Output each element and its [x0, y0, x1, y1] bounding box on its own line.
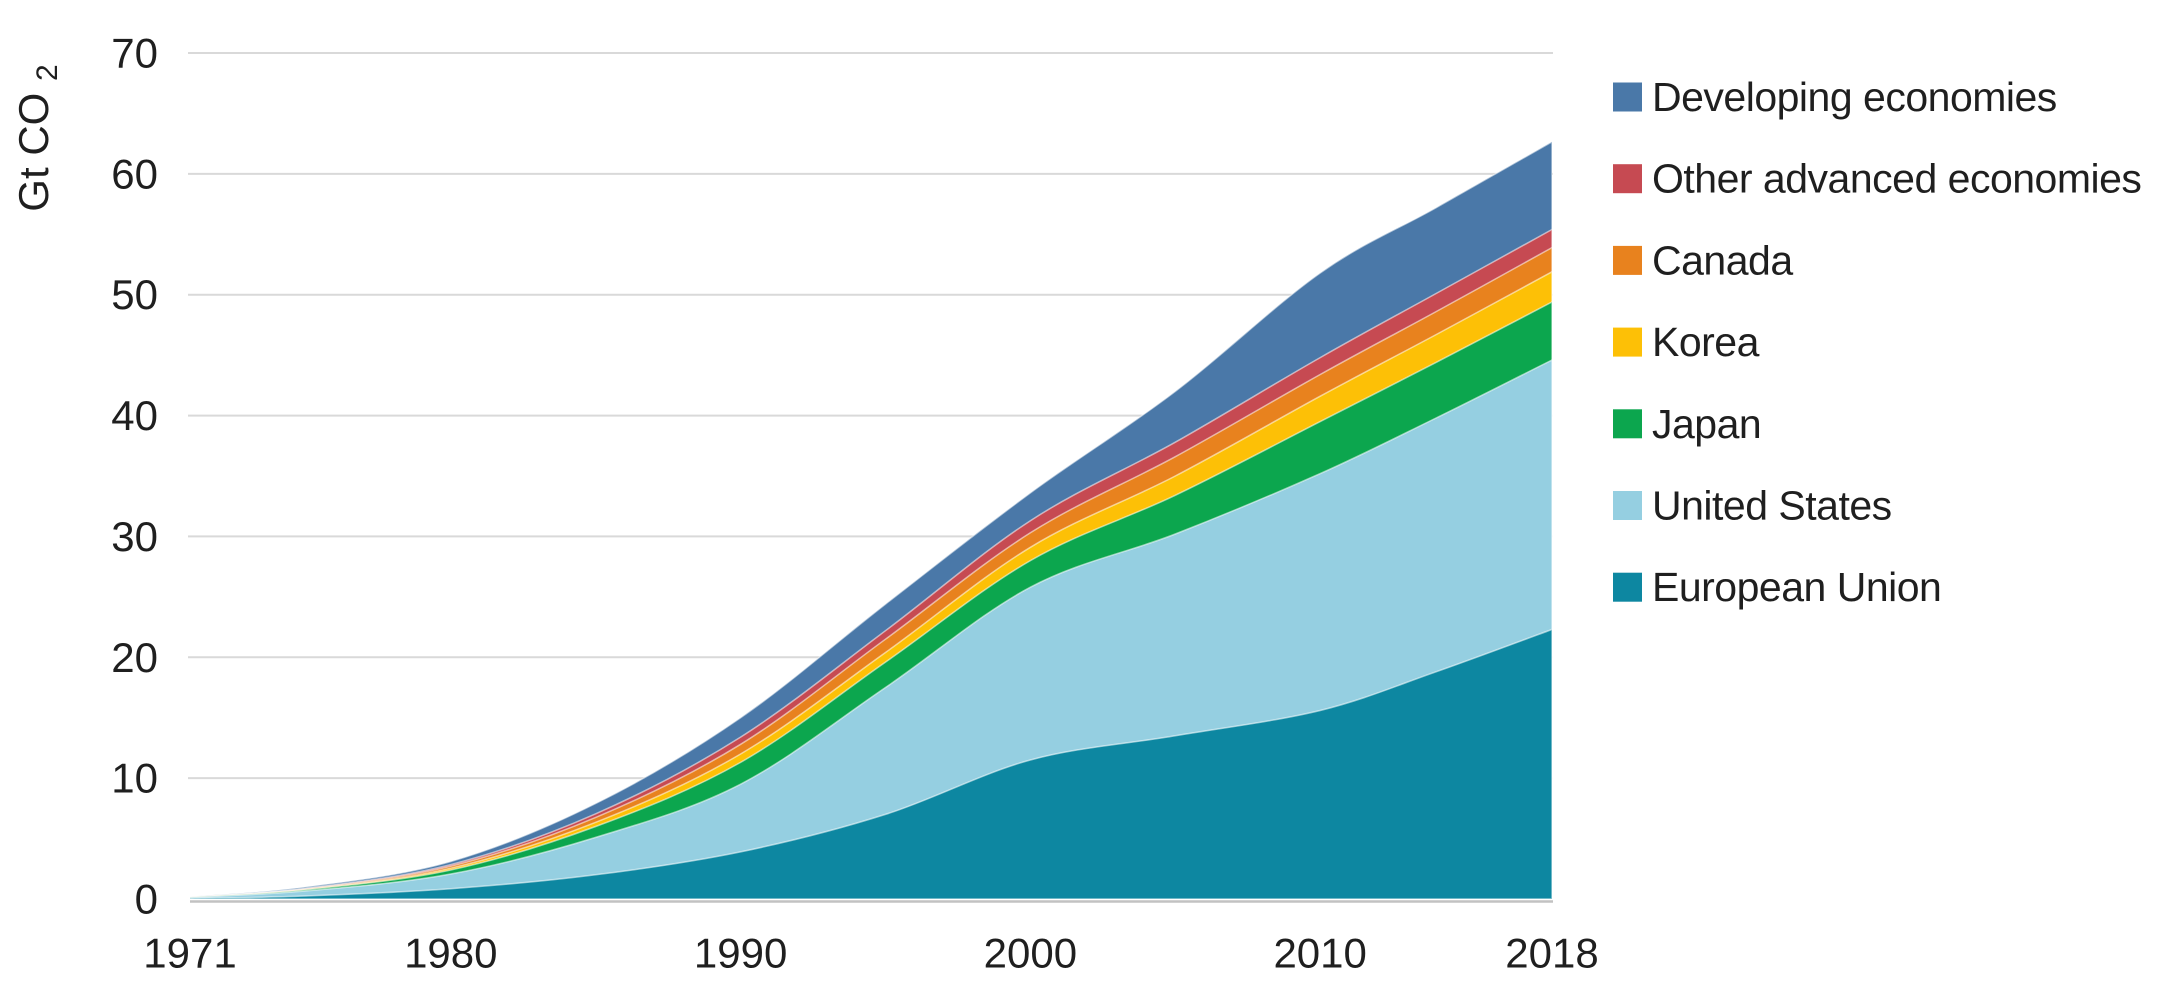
y-tick-label-30: 30: [111, 513, 158, 560]
y-tick-label-40: 40: [111, 392, 158, 439]
x-tick-label-1971: 1971: [143, 930, 236, 977]
x-axis-tick-labels: 1971 1980 1990 2000 2010 2018: [143, 930, 1598, 977]
legend-item-european-union: European Union: [1613, 564, 1942, 610]
legend-label-other-advanced-economies: Other advanced economies: [1652, 156, 2141, 202]
y-axis-title: Gt CO 2: [10, 64, 64, 211]
legend-label-developing-economies: Developing economies: [1652, 74, 2057, 120]
area-european-union: [189, 628, 1553, 899]
legend-item-canada: Canada: [1613, 237, 1794, 283]
legend-item-other-advanced-economies: Other advanced economies: [1613, 156, 2142, 202]
x-tick-label-1990: 1990: [694, 930, 787, 977]
legend-swatch-japan: [1613, 409, 1642, 439]
y-tick-label-20: 20: [111, 634, 158, 681]
legend-swatch-united-states: [1613, 491, 1642, 520]
y-tick-label-10: 10: [111, 755, 158, 802]
legend: Developing economies Other advanced econo…: [1613, 74, 2142, 610]
y-tick-label-50: 50: [111, 271, 158, 318]
legend-label-european-union: European Union: [1652, 564, 1941, 610]
y-axis-title-main: Gt CO: [10, 93, 57, 212]
legend-swatch-canada: [1613, 245, 1642, 275]
x-tick-label-2000: 2000: [984, 930, 1077, 977]
legend-label-united-states: United States: [1652, 483, 1892, 529]
legend-item-korea: Korea: [1613, 319, 1760, 365]
legend-item-united-states: United States: [1613, 483, 1892, 529]
gridlines: [188, 52, 1553, 780]
legend-swatch-european-union: [1613, 572, 1642, 602]
x-tick-label-2018: 2018: [1505, 930, 1598, 977]
y-axis-title-sub: 2: [31, 64, 64, 81]
legend-item-japan: Japan: [1613, 401, 1762, 447]
legend-swatch-other-advanced-economies: [1613, 164, 1642, 194]
legend-label-japan: Japan: [1652, 401, 1761, 447]
y-axis-tick-labels: 0 10 20 30 40 50 60 70: [111, 30, 158, 923]
legend-label-canada: Canada: [1652, 237, 1793, 283]
chart-areas: [189, 140, 1553, 899]
x-tick-label-1980: 1980: [404, 930, 497, 977]
y-tick-label-70: 70: [111, 30, 158, 77]
legend-item-developing-economies: Developing economies: [1613, 74, 2057, 120]
legend-swatch-korea: [1613, 327, 1642, 357]
x-tick-label-2010: 2010: [1273, 930, 1366, 977]
legend-label-korea: Korea: [1652, 319, 1760, 365]
y-tick-label-60: 60: [111, 150, 158, 197]
legend-swatch-developing-economies: [1613, 82, 1642, 112]
y-tick-label-0: 0: [135, 876, 158, 923]
